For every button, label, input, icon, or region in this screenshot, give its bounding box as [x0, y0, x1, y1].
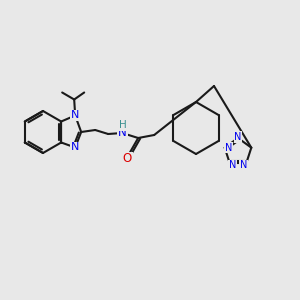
Text: N: N: [71, 142, 80, 152]
Text: N: N: [225, 143, 232, 153]
Text: N: N: [118, 127, 127, 140]
Text: N: N: [71, 110, 80, 121]
Text: N: N: [234, 132, 242, 142]
Text: N: N: [239, 160, 247, 170]
Text: H: H: [119, 120, 127, 130]
Text: N: N: [229, 160, 236, 170]
Text: O: O: [123, 152, 132, 166]
